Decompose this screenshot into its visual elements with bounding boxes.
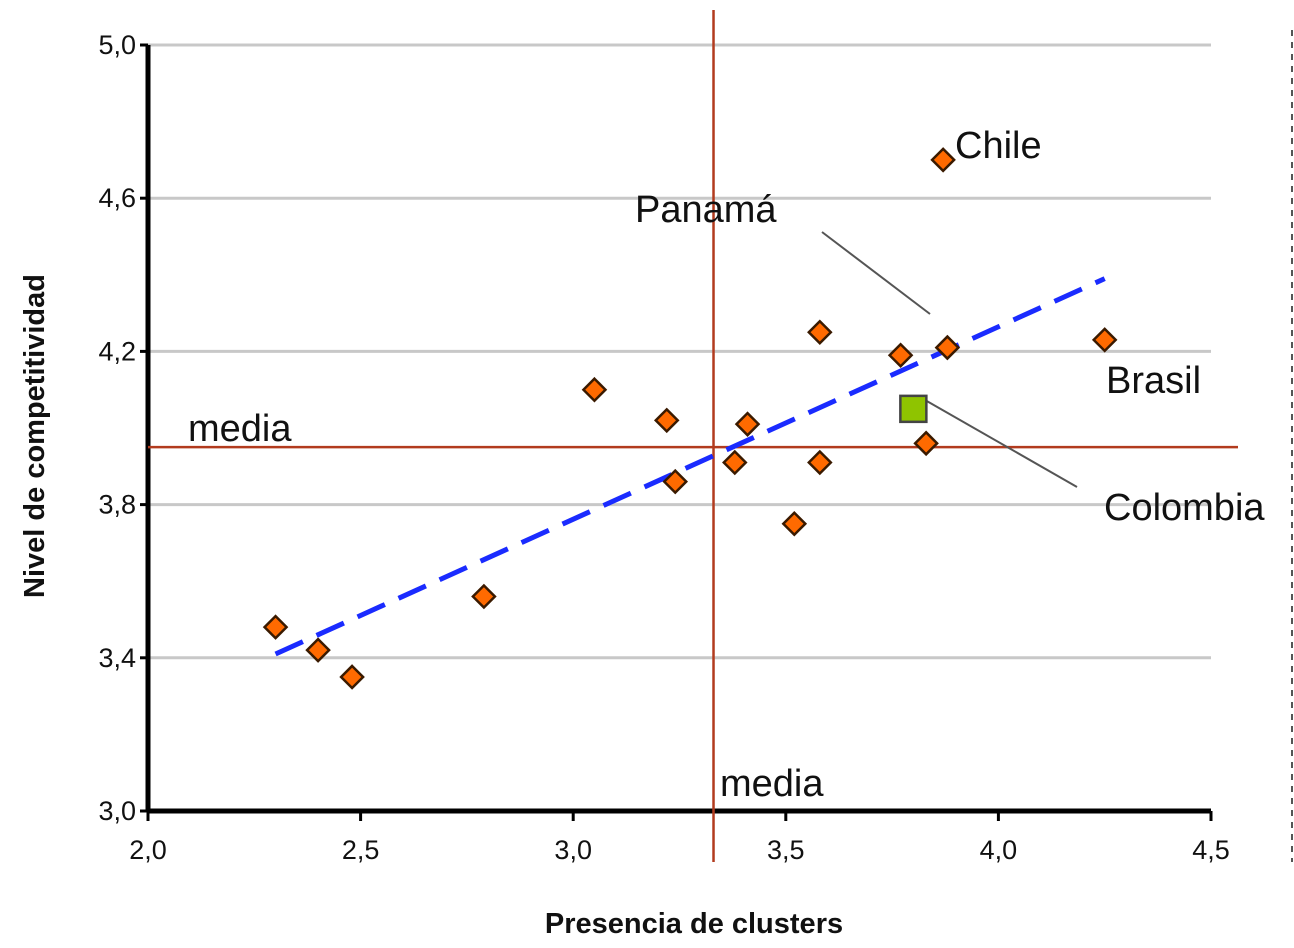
x-axis-title: Presencia de clusters — [545, 908, 843, 940]
data-point — [781, 510, 808, 537]
x-tick-label: 3,0 — [554, 835, 592, 865]
data-point — [471, 583, 497, 610]
annotations: media media Chile Panamá Brasil Colombia — [188, 125, 1265, 805]
colombia-label: Colombia — [1104, 487, 1265, 529]
data-point — [1091, 327, 1118, 353]
axis-titles: Presencia de clusters Nivel de competiti… — [19, 274, 843, 940]
panama-label: Panamá — [635, 189, 777, 231]
x-tick-label: 4,0 — [980, 835, 1018, 865]
data-point — [807, 319, 833, 346]
data-points — [262, 147, 1118, 690]
y-tick-label: 3,8 — [98, 490, 136, 520]
data-point — [734, 411, 761, 437]
chile-label: Chile — [955, 125, 1042, 167]
mean-lines — [148, 10, 1238, 862]
data-point — [887, 342, 914, 368]
data-point — [722, 449, 748, 476]
colombia-callout-line — [924, 399, 1078, 488]
y-tick-label: 4,6 — [98, 183, 136, 213]
grid-lines — [148, 43, 1211, 660]
x-tick-label: 3,5 — [767, 835, 805, 865]
x-tick-label: 2,0 — [129, 835, 167, 865]
callout-lines — [821, 231, 1078, 488]
data-point — [653, 407, 680, 434]
data-point — [934, 334, 961, 361]
y-axis-title: Nivel de competitividad — [19, 274, 51, 598]
media-label-horizontal: media — [188, 408, 292, 450]
x-tick-label: 2,5 — [342, 835, 380, 865]
x-tick-label: 4,5 — [1192, 835, 1230, 865]
trendline — [274, 276, 1106, 657]
y-tick-label: 4,2 — [98, 336, 136, 366]
trendline-group — [274, 276, 1106, 657]
data-point — [807, 449, 833, 476]
y-tick-label: 3,4 — [98, 643, 136, 673]
y-tick-label: 5,0 — [98, 30, 136, 60]
data-point — [930, 147, 956, 173]
data-point — [662, 468, 689, 495]
data-point — [262, 614, 289, 640]
data-point — [305, 637, 331, 663]
brasil-label: Brasil — [1106, 360, 1201, 402]
media-label-vertical: media — [720, 763, 824, 805]
data-point — [581, 376, 608, 403]
tick-labels: 3,0 3,4 3,8 4,2 4,6 5,0 2,0 2,5 3,0 3,5 4,0 4,5 — [98, 30, 1229, 865]
panama-callout-line — [821, 231, 931, 315]
highlight-point — [899, 394, 928, 424]
data-point — [339, 664, 365, 690]
data-point — [913, 430, 939, 457]
axes — [140, 43, 1213, 821]
y-tick-label: 3,0 — [98, 796, 136, 826]
